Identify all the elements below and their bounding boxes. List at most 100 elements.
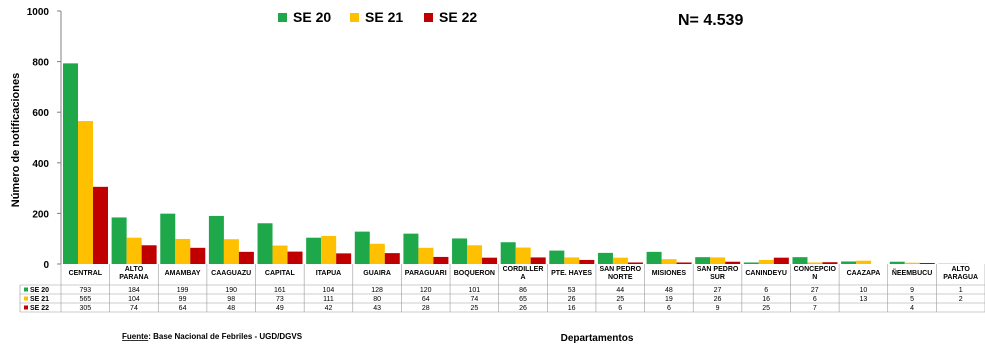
bar [354,231,370,264]
bar [773,257,789,264]
bar [403,233,419,264]
x-category-label: PARAGUA [943,274,978,281]
x-category-label: CAPITAL [265,270,296,277]
table-cell: 4 [910,305,914,312]
bar [822,262,838,264]
table-cell: 5 [910,296,914,303]
bar [223,239,239,264]
bar [208,215,224,264]
table-cell: 49 [276,305,284,312]
table-cell: 74 [130,305,138,312]
bar [321,235,337,264]
row-legend-key [24,287,28,292]
table-cell: 793 [79,287,91,294]
table-cell: 13 [860,296,868,303]
row-series-label: SE 20 [30,287,49,294]
bar [695,257,711,264]
bar [856,260,872,264]
bar [612,257,628,264]
table-cell: 86 [519,287,527,294]
table-cell: 199 [177,287,189,294]
x-category-label: GUAIRA [363,270,391,277]
source-note: Fuente: Base Nacional de Febriles - UGD/… [122,332,303,341]
table-cell: 565 [79,296,91,303]
x-category-label: ÑEEMBUCU [892,268,932,277]
table-cell: 25 [616,296,624,303]
bar [841,261,857,264]
table-cell: 10 [860,287,868,294]
table-cell: 98 [227,296,235,303]
table-cell: 28 [422,305,430,312]
bar [953,263,969,264]
table-cell: 26 [519,305,527,312]
x-category-label: CORDILLER [503,266,544,273]
table-cell: 6 [618,305,622,312]
bar [919,262,935,264]
x-category-label: NORTE [608,274,633,281]
x-category-label: ALTO [125,266,144,273]
bar [482,257,498,264]
table-cell: 42 [325,305,333,312]
bar [758,259,774,264]
table-cell: 16 [762,296,770,303]
bars [63,63,969,265]
table-cell: 43 [373,305,381,312]
table-cell: 1 [959,287,963,294]
x-category-label: ITAPUA [316,270,342,277]
bar [141,245,157,264]
bar [627,262,643,264]
legend-label: SE 21 [365,9,403,25]
table-cell: 184 [128,287,140,294]
x-category-label: CAAZAPA [847,270,881,277]
bar [597,252,613,264]
row-legend-key [24,305,28,310]
table-cell: 6 [667,305,671,312]
table-cell: 27 [714,287,722,294]
table-cell: 2 [959,296,963,303]
bar [549,250,565,264]
table-cell: 48 [665,287,673,294]
y-tick-label: 800 [32,58,49,69]
table-cell: 27 [811,287,819,294]
bar [257,223,273,264]
table-cell: 74 [470,296,478,303]
table-cell: 65 [519,296,527,303]
bar [433,256,449,264]
table-cell: 104 [128,296,140,303]
bar [500,242,516,264]
table-cell: 64 [179,305,187,312]
x-category-label: CENTRAL [69,270,103,277]
table-cell: 128 [371,287,383,294]
bar [904,262,920,264]
legend-swatch [424,13,433,22]
table-cell: 99 [179,296,187,303]
y-axis: 0 200 400 600 800 1000 [27,7,62,271]
bar [384,253,400,264]
x-category-label: SAN PEDRO [599,266,641,273]
y-axis-title: Número de notificaciones [10,73,22,207]
bar [336,253,352,264]
bar [889,261,905,264]
table-cell: 104 [323,287,335,294]
table-cell: 7 [813,305,817,312]
bar [467,245,483,264]
table-cell: 161 [274,287,286,294]
y-tick-label: 1000 [27,7,50,18]
bar [272,245,288,264]
bar [126,237,142,264]
bar [111,217,127,264]
x-category-label: SAN PEDRO [697,266,739,273]
table-cell: 53 [568,287,576,294]
bar [175,238,191,264]
x-category-label: N [812,274,817,281]
legend: SE 20 SE 21 SE 22 [278,9,477,25]
bar [807,262,823,264]
bar [306,237,322,264]
bar [530,257,546,264]
legend-label: SE 20 [293,9,331,25]
table-cell: 6 [764,287,768,294]
table-cell: 26 [714,296,722,303]
row-legend-key [24,296,28,301]
bar [63,63,78,264]
